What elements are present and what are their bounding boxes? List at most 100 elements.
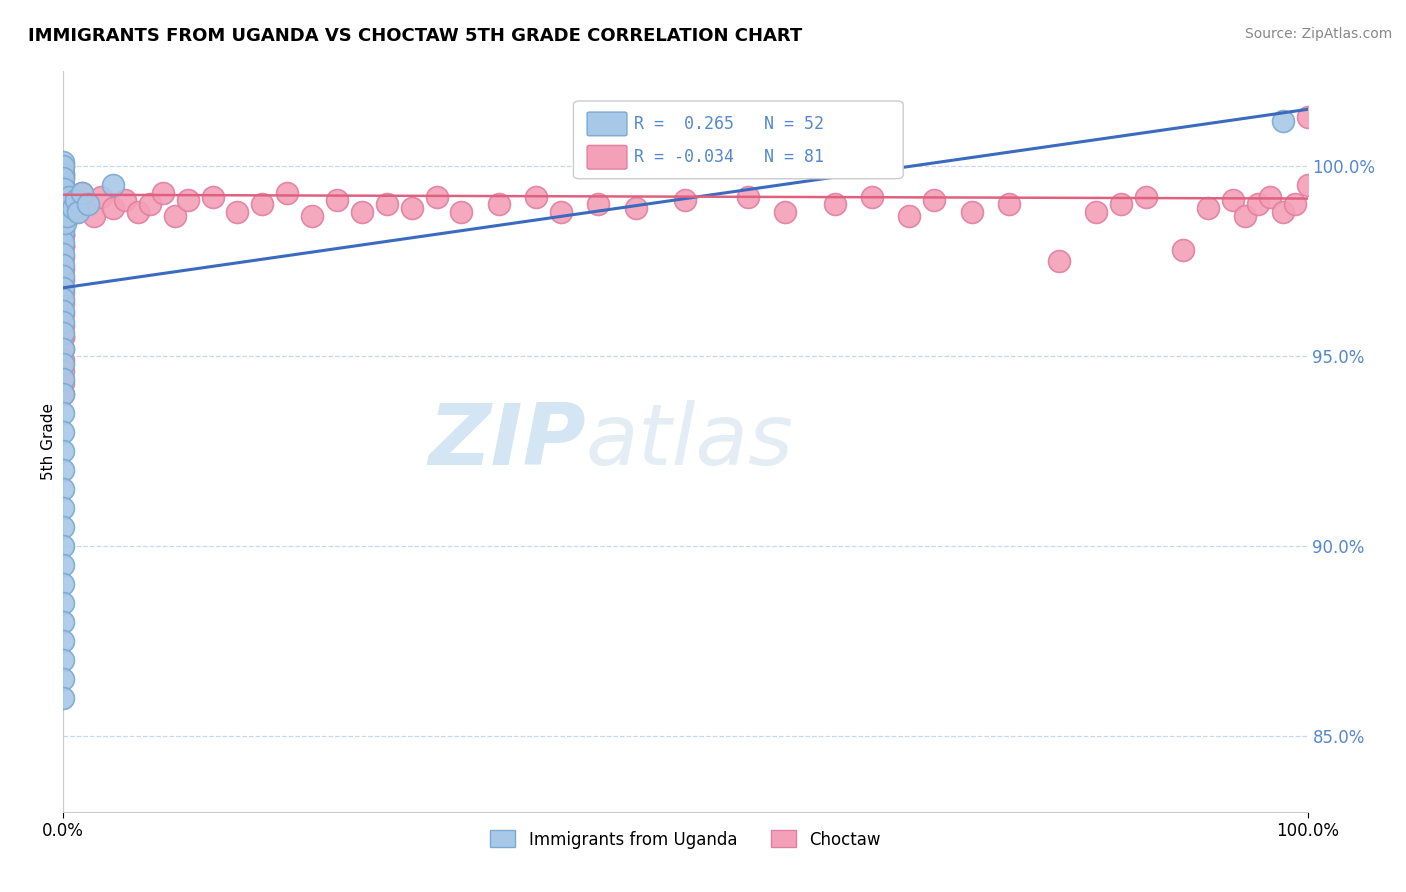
Point [624,201,647,215]
Point [1197,201,1219,215]
Point [252,197,274,211]
Point [425,189,447,203]
Legend: Immigrants from Uganda, Choctaw: Immigrants from Uganda, Choctaw [484,823,887,855]
Point [860,189,883,203]
FancyBboxPatch shape [574,101,903,178]
Point [52,653,75,667]
Point [52,235,75,250]
Point [524,189,547,203]
Point [1258,189,1281,203]
Point [152,186,174,200]
Point [488,197,510,211]
Point [52,269,75,284]
Point [52,227,75,242]
Point [52,672,75,686]
Point [52,261,75,276]
Point [52,194,75,208]
Point [52,387,75,401]
Point [52,315,75,329]
Point [737,189,759,203]
Point [52,239,75,253]
Point [52,482,75,496]
Point [52,330,75,344]
Point [1085,204,1108,219]
Point [52,372,75,386]
Point [898,209,921,223]
Point [1222,194,1244,208]
Point [52,182,75,196]
Point [52,273,75,287]
Point [77,197,100,211]
Point [67,204,90,219]
Point [276,186,298,200]
Point [70,186,93,200]
Point [52,201,75,215]
Point [1284,197,1306,211]
Point [1047,254,1070,268]
Point [101,201,124,215]
Point [70,186,93,200]
Point [52,326,75,341]
Point [52,216,75,230]
Point [101,178,124,193]
Point [375,197,398,211]
Text: Source: ZipAtlas.com: Source: ZipAtlas.com [1244,27,1392,41]
FancyBboxPatch shape [588,112,627,136]
Point [52,201,75,215]
Point [52,690,75,705]
Point [226,204,249,219]
Point [139,197,162,211]
Point [52,318,75,333]
Point [58,189,80,203]
Point [450,204,472,219]
Point [77,197,100,211]
Point [52,178,75,193]
Point [52,364,75,378]
Text: R = -0.034   N = 81: R = -0.034 N = 81 [634,148,824,166]
Point [177,194,200,208]
Point [52,376,75,390]
Point [52,227,75,242]
Point [52,170,75,185]
Point [52,330,75,344]
Point [52,155,75,169]
Point [55,197,77,211]
Point [52,500,75,515]
Point [998,197,1021,211]
Point [52,406,75,420]
Point [1173,243,1195,257]
Point [83,209,105,223]
Point [550,204,572,219]
Point [52,251,75,265]
Point [52,170,75,185]
Text: IMMIGRANTS FROM UGANDA VS CHOCTAW 5TH GRADE CORRELATION CHART: IMMIGRANTS FROM UGANDA VS CHOCTAW 5TH GR… [28,27,803,45]
Point [326,194,349,208]
Point [824,197,846,211]
Y-axis label: 5th Grade: 5th Grade [41,403,56,480]
Point [52,444,75,458]
FancyBboxPatch shape [588,145,627,169]
Point [52,189,75,203]
Point [401,201,423,215]
Point [1109,197,1132,211]
Point [52,615,75,629]
Point [588,197,610,211]
Point [52,352,75,367]
Point [53,204,76,219]
Point [52,425,75,439]
Point [960,204,983,219]
Point [65,204,87,219]
Point [1234,209,1257,223]
Point [52,212,75,227]
Point [52,159,75,173]
Point [52,239,75,253]
Point [62,201,84,215]
Text: atlas: atlas [586,400,794,483]
Point [1271,204,1294,219]
Point [1296,110,1319,124]
Point [52,178,75,193]
Point [1271,113,1294,128]
Point [52,224,75,238]
Point [65,194,87,208]
Point [773,204,796,219]
